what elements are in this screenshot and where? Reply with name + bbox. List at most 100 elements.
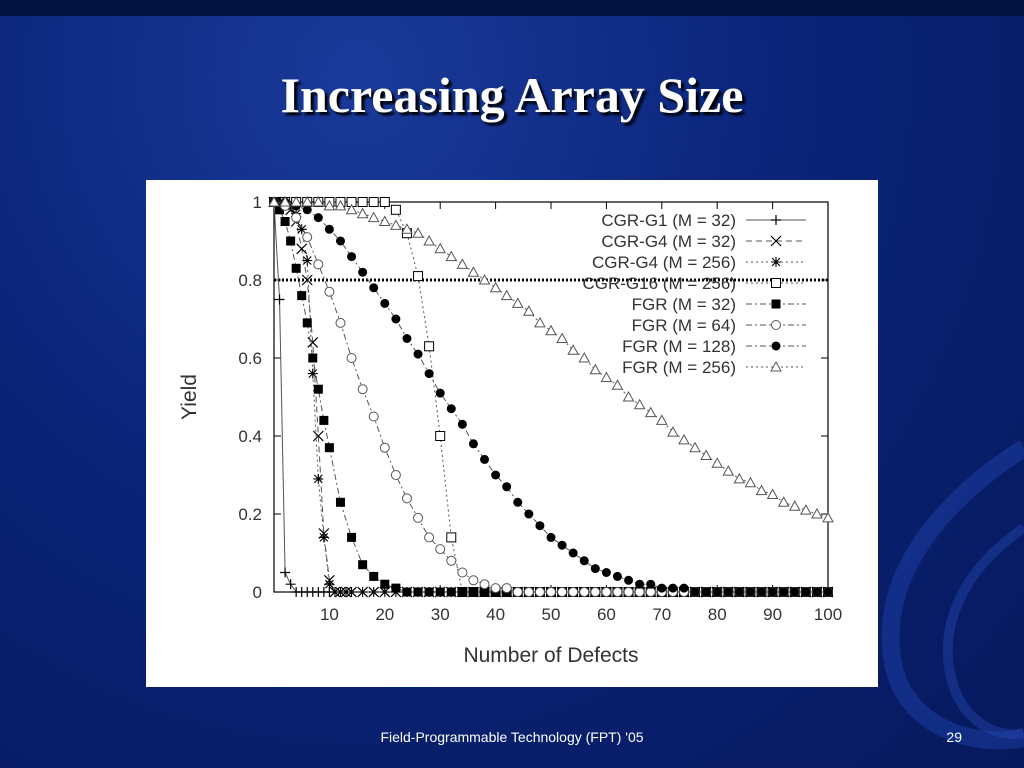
open-circle-marker [546,587,556,597]
page-number: 29 [946,729,962,745]
open-triangle-marker [567,344,580,355]
open-circle-marker [468,575,479,586]
filled-square-marker [291,263,301,273]
open-triangle-marker [744,476,757,488]
legend-label: FGR (M = 64) [632,316,736,335]
star-marker [313,473,324,484]
open-triangle-marker [770,360,782,372]
plus-marker [280,567,291,578]
open-circle-marker [568,587,579,597]
star-marker [335,587,346,597]
filled-square-marker [335,497,345,507]
open-circle-marker [313,259,324,270]
open-triangle-marker [489,281,502,293]
star-marker [346,587,357,597]
open-triangle-marker [478,273,491,285]
open-triangle-marker [401,223,413,234]
filled-circle-marker [768,587,778,597]
x-tick-label: 60 [597,605,616,624]
open-triangle-marker [423,234,435,246]
filled-circle-marker [302,205,312,215]
open-triangle-marker [445,250,458,262]
y-tick-label: 0.8 [238,271,262,290]
open-circle-marker [346,353,357,363]
open-triangle-marker [301,195,314,207]
filled-square-marker [446,587,456,597]
open-triangle-marker [766,488,779,499]
cross-marker [770,235,782,247]
open-triangle-marker [644,406,657,418]
open-triangle-marker [356,207,369,219]
decorative-swirl [881,440,1024,750]
open-circle-marker [490,583,501,594]
open-circle-marker [771,320,781,330]
star-marker [285,200,296,211]
filled-circle-marker [757,587,767,597]
filled-square-marker [468,587,478,597]
open-circle-marker [579,587,590,597]
filled-circle-marker [745,587,755,597]
star-marker [771,257,781,267]
filled-circle-marker [771,341,781,351]
open-square-marker [446,532,457,543]
star-marker [357,587,368,597]
slide-title: Increasing Array Size [280,67,744,123]
open-triangle-marker [799,504,812,515]
filled-circle-marker [358,267,368,277]
legend-label: CGR-G4 (M = 32) [601,232,736,251]
open-circle-marker [379,442,390,453]
slide-footer: Field-Programmable Technology (FPT) '05 [380,729,644,745]
legend-label: CGR-G1 (M = 32) [601,211,736,230]
filled-circle-marker [313,213,323,223]
open-triangle-marker [722,465,735,476]
open-circle-marker [401,493,412,504]
open-circle-marker [335,317,346,328]
legend-label: FGR (M = 256) [622,358,736,377]
y-axis-label: Yield [178,374,201,420]
filled-circle-marker [701,587,711,597]
y-tick-label: 1 [253,193,262,212]
slide-top-bar [0,0,1024,16]
filled-circle-marker [635,579,645,589]
star-marker [302,255,313,266]
y-tick-label: 0.4 [238,427,262,446]
filled-circle-marker [812,587,822,597]
open-triangle-marker [312,195,325,207]
filled-circle-marker [480,454,490,464]
filled-circle-marker [513,497,523,507]
star-marker [379,587,390,597]
open-triangle-marker [589,363,602,375]
filled-circle-marker [823,587,833,597]
x-axis-label: Number of Defects [463,644,638,667]
open-triangle-marker [412,227,424,238]
open-triangle-marker [290,195,303,207]
filled-square-marker [771,299,781,309]
open-circle-marker [324,286,335,297]
open-circle-marker [357,384,368,395]
open-circle-marker [523,587,534,597]
filled-square-marker [391,583,401,593]
series-7 [269,197,833,597]
y-tick-label: 0.2 [238,505,262,524]
open-square-marker [368,197,379,207]
open-triangle-marker [611,379,624,390]
open-triangle-marker [545,324,557,336]
filled-square-marker [302,318,312,328]
open-triangle-marker [689,441,701,453]
filled-circle-marker [424,369,434,379]
x-tick-label: 50 [542,605,561,624]
filled-circle-marker [734,587,744,597]
open-triangle-marker [788,500,801,511]
filled-square-marker [424,587,434,597]
filled-circle-marker [369,283,379,293]
filled-circle-marker [601,568,611,577]
plus-marker [285,579,296,590]
legend-label: FGR (M = 32) [632,295,736,314]
star-marker [307,368,318,379]
plus-marker [274,294,285,305]
x-tick-label: 10 [320,605,339,624]
filled-square-marker [358,560,368,570]
open-circle-marker [590,587,601,597]
filled-circle-marker [324,224,334,234]
filled-circle-marker [446,404,456,414]
